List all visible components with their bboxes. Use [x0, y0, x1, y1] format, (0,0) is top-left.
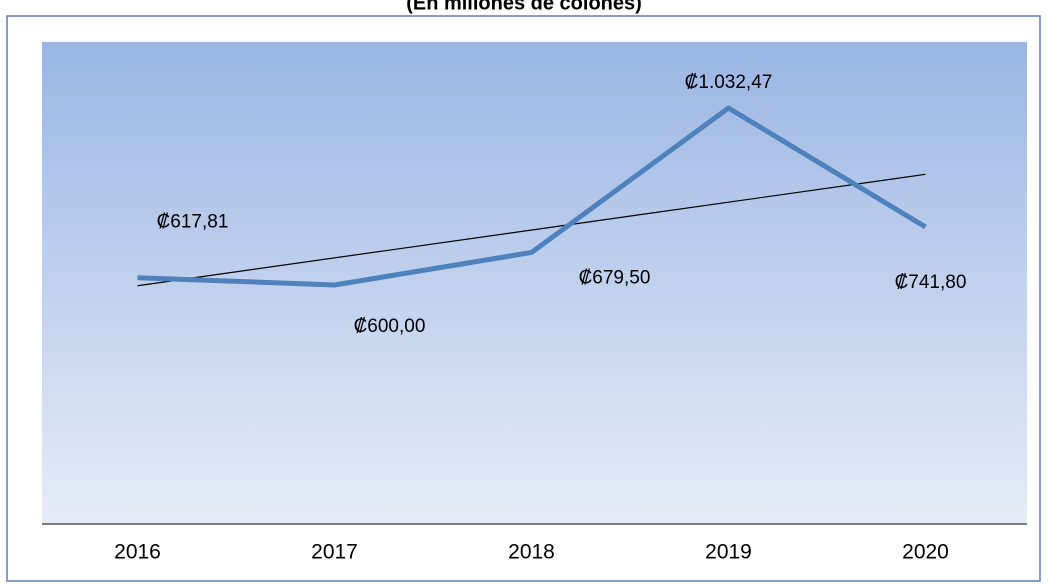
x-tick-label: 2016: [114, 541, 161, 564]
data-label: ₡600,00: [354, 316, 426, 337]
series-line: [137, 105, 927, 288]
data-label: ₡741,80: [895, 272, 967, 293]
chart-title: (En millones de colones): [406, 0, 642, 14]
data-label: ₡1.032,47: [685, 72, 773, 93]
x-tick-label: 2020: [902, 541, 949, 564]
x-tick-label: 2017: [311, 541, 358, 564]
data-label: ₡679,50: [579, 267, 651, 288]
trend-line: [137, 173, 926, 287]
x-tick-label: 2018: [508, 541, 555, 564]
x-tick-label: 2019: [705, 541, 752, 564]
plot-area: [42, 42, 1027, 524]
data-label: ₡617,81: [157, 212, 229, 233]
